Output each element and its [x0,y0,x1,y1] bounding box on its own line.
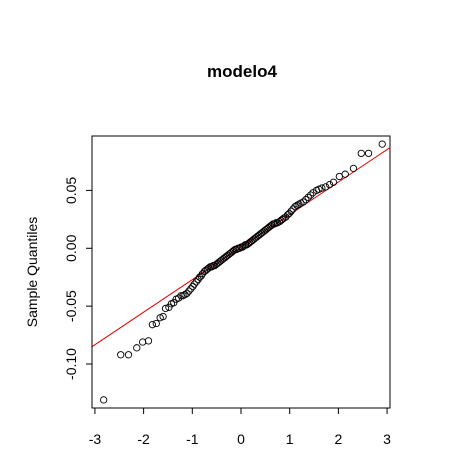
data-point [287,207,295,215]
data-point [183,289,191,298]
data-point [161,304,170,313]
data-point [187,285,195,293]
data-point [197,272,205,280]
data-point [322,183,330,191]
data-point [185,287,193,295]
data-point [318,184,326,192]
data-point [144,337,153,345]
points-group [100,140,386,404]
data-point [325,180,334,189]
data-point [100,396,108,404]
x-tick-label: -1 [186,431,199,447]
data-point [124,351,133,359]
x-tick-label: -2 [137,431,150,447]
data-point [179,292,187,300]
x-tick-label: 0 [237,431,245,447]
data-point [291,202,299,211]
data-point [304,193,312,201]
y-tick-label: 0.05 [63,177,79,204]
data-point [138,338,147,346]
data-point [148,321,157,329]
data-point [152,319,160,328]
data-point [295,200,303,208]
x-tick-label: 3 [383,431,391,447]
y-tick-label: -0.10 [63,348,79,380]
data-point [364,149,373,158]
data-point [299,198,307,206]
data-point [192,278,200,286]
x-tick-label: 2 [334,431,342,447]
data-point [117,351,125,359]
y-axis: -0.10 -0.05 0.00 0.05 [63,177,93,380]
plot-frame [91,135,391,409]
data-point [189,282,197,291]
data-point [293,201,301,210]
y-tick-label: 0.00 [63,234,79,261]
x-axis: -3 -2 -1 0 1 2 3 [89,407,391,447]
x-tick-label: -3 [89,431,102,447]
data-point [159,312,167,321]
data-point [329,178,338,186]
data-point [357,149,365,158]
data-point [349,164,358,173]
data-point [285,209,293,218]
data-point [378,140,386,148]
data-point [190,280,198,288]
data-point [306,191,315,199]
y-tick-label: -0.05 [63,290,79,322]
x-tick-label: 1 [286,431,294,447]
chart-title: modelo4 [207,62,277,81]
data-point [341,170,349,178]
data-point [133,344,141,352]
data-point [175,294,183,302]
data-point [302,196,310,204]
y-axis-label: Sample Quantiles [24,217,40,328]
